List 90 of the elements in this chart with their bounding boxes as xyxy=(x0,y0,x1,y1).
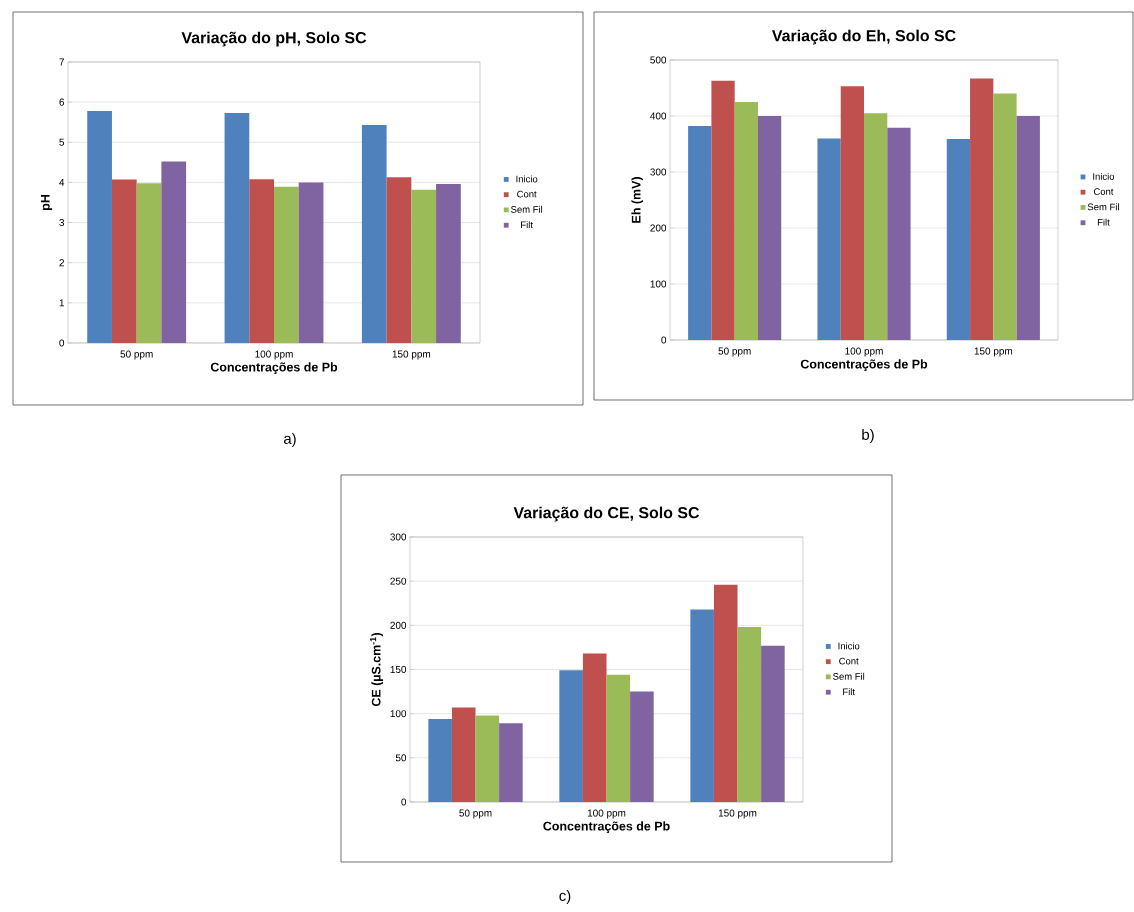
bar xyxy=(737,627,762,802)
x-tick-label: 150 ppm xyxy=(718,809,757,819)
y-tick-label: 400 xyxy=(650,112,667,120)
y-tick-label: 150 xyxy=(390,665,407,674)
bar xyxy=(993,93,1017,340)
y-tick-label: 7 xyxy=(59,58,64,66)
y-tick-label: 0 xyxy=(401,798,407,806)
bar xyxy=(559,670,583,802)
x-axis-title: Concentrações de Pb xyxy=(543,821,670,833)
y-tick-label: 2 xyxy=(59,259,64,267)
y-tick-label: 200 xyxy=(650,224,667,232)
bar xyxy=(436,184,461,343)
y-axis-title: pH xyxy=(40,195,53,210)
x-tick-label: 50 ppm xyxy=(718,347,751,357)
bar xyxy=(761,645,785,802)
bar xyxy=(249,179,275,343)
bar xyxy=(224,112,250,343)
bar xyxy=(606,674,631,802)
y-tick-label: 50 xyxy=(395,754,407,762)
bar xyxy=(111,179,137,343)
bar xyxy=(840,86,865,340)
y-tick-label: 100 xyxy=(650,280,667,288)
bar xyxy=(711,80,735,340)
legend-label: Sem Fil xyxy=(833,672,865,680)
chart-title: Variação do Eh, Solo SC xyxy=(772,29,956,45)
y-tick-label: 500 xyxy=(650,56,667,64)
bar xyxy=(817,138,841,340)
x-tick-label: 150 ppm xyxy=(974,347,1013,357)
legend-label: Cont xyxy=(1093,188,1114,195)
bar xyxy=(87,110,112,343)
bar xyxy=(361,125,387,343)
x-tick-label: 100 ppm xyxy=(845,347,883,357)
bar xyxy=(161,161,187,343)
bar xyxy=(887,127,911,340)
bar xyxy=(499,723,523,802)
text: c) xyxy=(559,890,571,904)
bar xyxy=(688,126,712,340)
bar xyxy=(274,186,299,343)
bar xyxy=(690,609,714,802)
x-tick-label: 100 ppm xyxy=(587,809,626,819)
y-tick-label: 0 xyxy=(661,336,667,344)
x-tick-label: 150 ppm xyxy=(392,350,431,360)
legend-label: Inicio xyxy=(838,642,860,650)
chart-title: Variação do pH, Solo SC xyxy=(181,31,367,47)
legend-label: Sem Fil xyxy=(511,205,543,213)
chart-title: Variação do CE, Solo SC xyxy=(513,506,700,522)
bar xyxy=(864,113,888,340)
x-axis-title: Concentrações de Pb xyxy=(800,359,928,371)
text: b) xyxy=(862,429,874,443)
bar xyxy=(970,78,994,340)
legend-label: Sem Fil xyxy=(1087,203,1119,211)
y-tick-label: 300 xyxy=(650,168,667,176)
bar xyxy=(582,653,607,802)
bar xyxy=(386,177,412,343)
x-axis-title: Concentrações de Pb xyxy=(210,362,338,374)
bar xyxy=(734,101,758,340)
bar xyxy=(136,183,162,343)
bar xyxy=(1016,115,1040,340)
legend-label: Cont xyxy=(839,657,859,665)
y-axis-title: Eh (mV) xyxy=(631,177,644,223)
y-tick-label: 5 xyxy=(59,138,65,146)
y-tick-label: 0 xyxy=(59,339,65,347)
x-tick-label: 50 ppm xyxy=(459,809,492,819)
x-tick-label: 50 ppm xyxy=(120,350,153,360)
y-tick-label: 200 xyxy=(390,621,407,629)
legend-label: Filt xyxy=(521,221,533,229)
bar xyxy=(713,584,738,802)
x-tick-label: 100 ppm xyxy=(255,350,293,360)
bar xyxy=(411,189,437,343)
bar xyxy=(946,138,971,340)
y-tick-label: 250 xyxy=(390,577,407,585)
y-tick-label: 1 xyxy=(59,299,65,307)
bar xyxy=(451,707,476,802)
bar xyxy=(757,115,782,340)
y-tick-label: 100 xyxy=(390,710,407,718)
y-tick-label: 3 xyxy=(59,219,65,227)
bar xyxy=(428,718,452,802)
text: a) xyxy=(284,433,296,447)
y-tick-label: 6 xyxy=(59,98,65,106)
legend-label: Filt xyxy=(1097,218,1110,226)
y-axis-title: CE (µS.cm$^{-1}$) xyxy=(370,632,384,707)
legend-label: Filt xyxy=(843,688,855,696)
bar xyxy=(298,182,324,343)
y-tick-label: 4 xyxy=(59,178,65,186)
y-tick-label: 300 xyxy=(390,533,407,541)
legend-label: Inicio xyxy=(1093,172,1115,180)
legend-label: Inicio xyxy=(516,175,538,183)
bar xyxy=(475,715,500,802)
bar xyxy=(630,691,654,802)
legend-label: Cont xyxy=(517,190,537,198)
